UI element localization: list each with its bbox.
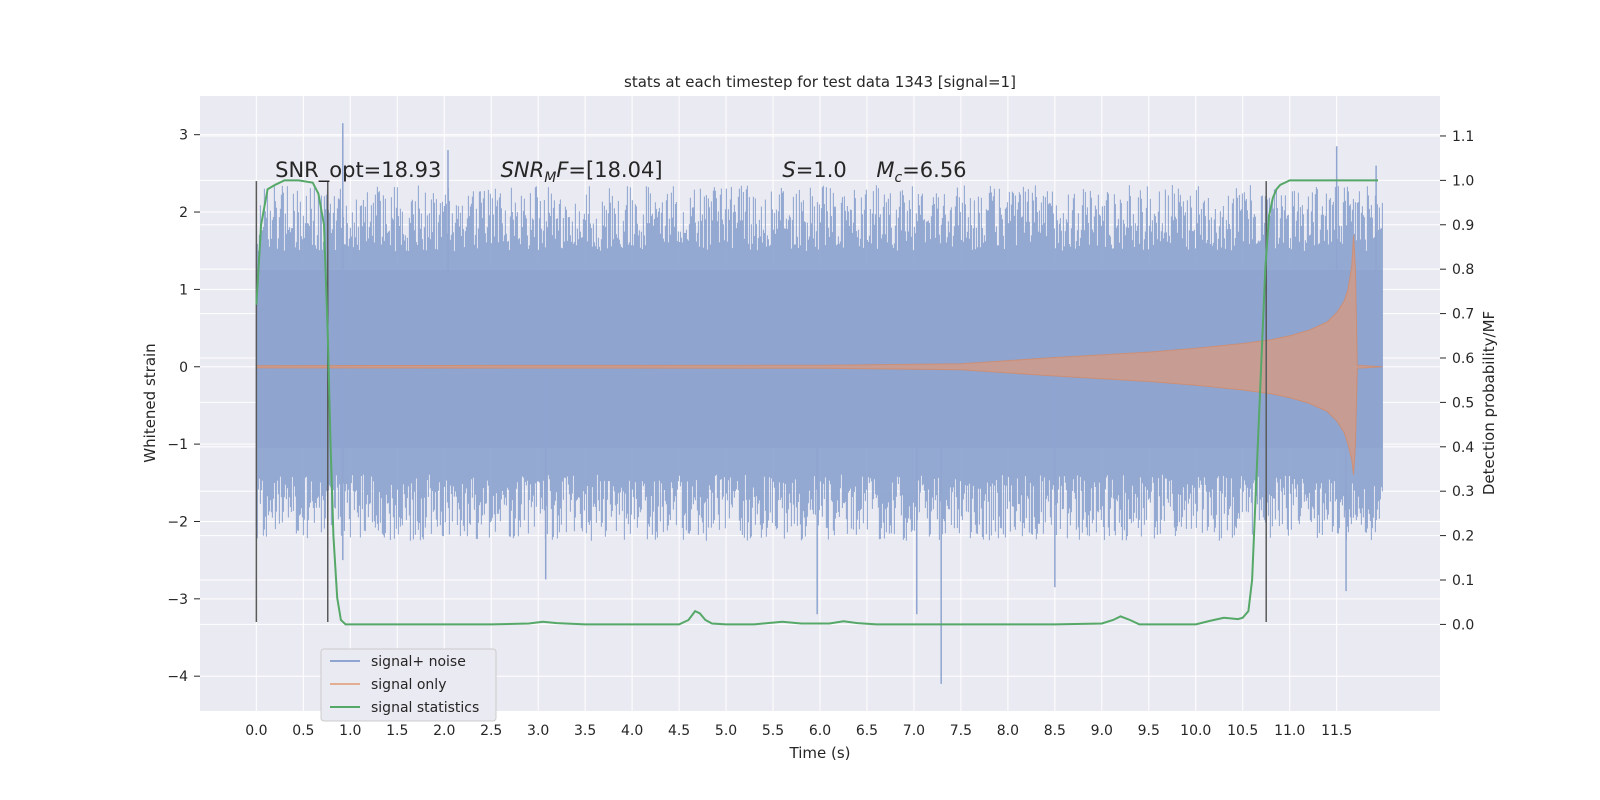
y2-tick-label: 0.7	[1452, 307, 1474, 323]
legend-label-signal-only: signal only	[371, 677, 446, 693]
x-tick-label: 0.5	[292, 723, 314, 739]
y2-tick-label: 0.3	[1452, 484, 1474, 500]
x-tick-label: 11.5	[1321, 723, 1352, 739]
y2-tick-label: 0.2	[1452, 529, 1474, 545]
legend-label-signal-statistics: signal statistics	[371, 700, 479, 716]
x-tick-label: 3.0	[527, 723, 549, 739]
legend: signal+ noise signal only signal statist…	[320, 648, 497, 722]
y-tick-label: 2	[179, 205, 188, 221]
x-tick-label: 10.0	[1180, 723, 1211, 739]
x-tick-label: 0.0	[245, 723, 267, 739]
y-tick-label: −3	[167, 592, 188, 608]
x-tick-label: 7.5	[950, 723, 972, 739]
annotation-snr-opt: SNR_opt=18.93	[275, 158, 441, 183]
x-tick-label: 1.5	[386, 723, 408, 739]
x-tick-label: 3.5	[574, 723, 596, 739]
x-tick-label: 11.0	[1274, 723, 1305, 739]
y2-tick-label: 0.5	[1452, 395, 1474, 411]
y2-tick-label: 1.1	[1452, 129, 1474, 145]
y2-tick-label: 0.6	[1452, 351, 1474, 367]
signal-statistics-series	[255, 179, 1378, 626]
annotation-snr-mf: SNRMF=[18.04]	[501, 158, 663, 186]
y2-axis-label: Detection probability/MF	[1480, 311, 1498, 495]
x-tick-label: 4.0	[621, 723, 643, 739]
y-tick-label: 0	[179, 360, 188, 376]
signal-envelope	[255, 235, 1383, 476]
y-axis-label: Whitened strain	[141, 343, 159, 462]
signal-only-series	[255, 235, 1383, 476]
y2-axis-ticks: 0.0 0.1 0.2 0.3 0.4 0.5 0.6 0.7 0.8 0.9 1.0 1.1	[1440, 129, 1474, 633]
x-tick-label: 10.5	[1227, 723, 1258, 739]
y2-tick-label: 0.4	[1452, 440, 1474, 456]
x-tick-label: 4.5	[668, 723, 690, 739]
x-tick-label: 9.0	[1091, 723, 1113, 739]
x-tick-label: 6.5	[856, 723, 878, 739]
x-tick-label: 5.5	[762, 723, 784, 739]
x-tick-label: 7.0	[903, 723, 925, 739]
y2-tick-label: 0.9	[1452, 218, 1474, 234]
y2-tick-label: 1.0	[1452, 173, 1474, 189]
y-axis-ticks: −4 −3 −2 −1 0 1 2 3	[167, 128, 200, 685]
annotations: SNR_opt=18.93 SNRMF=[18.04] S=1.0 Mc=6.56	[275, 158, 966, 186]
x-axis-label: Time (s)	[789, 744, 851, 762]
x-axis-ticks: 0.0 0.5 1.0 1.5 2.0 2.5 3.0 3.5 4.0 4.5 5.0 5.5 6.0 6…	[245, 723, 1352, 739]
x-tick-label: 1.0	[339, 723, 361, 739]
x-tick-label: 9.5	[1138, 723, 1160, 739]
y-tick-label: 3	[179, 128, 188, 144]
y2-tick-label: 0.1	[1452, 573, 1474, 589]
x-tick-label: 8.5	[1044, 723, 1066, 739]
x-tick-label: 8.0	[997, 723, 1019, 739]
annotation-s: S=1.0	[782, 158, 846, 182]
x-tick-label: 2.5	[480, 723, 502, 739]
x-tick-label: 2.0	[433, 723, 455, 739]
y-tick-label: −2	[167, 514, 188, 530]
x-tick-label: 5.0	[715, 723, 737, 739]
y2-tick-label: 0.0	[1452, 617, 1474, 633]
annotation-mc: Mc=6.56	[876, 158, 966, 186]
y-tick-label: −1	[167, 437, 188, 453]
y-tick-label: 1	[179, 282, 188, 298]
y2-tick-label: 0.8	[1452, 262, 1474, 278]
x-tick-label: 6.0	[809, 723, 831, 739]
legend-box	[320, 648, 497, 722]
y-tick-label: −4	[167, 669, 188, 685]
chart-title: stats at each timestep for test data 134…	[624, 73, 1016, 91]
legend-label-signal-noise: signal+ noise	[371, 654, 466, 670]
statistics-line	[255, 179, 1378, 626]
